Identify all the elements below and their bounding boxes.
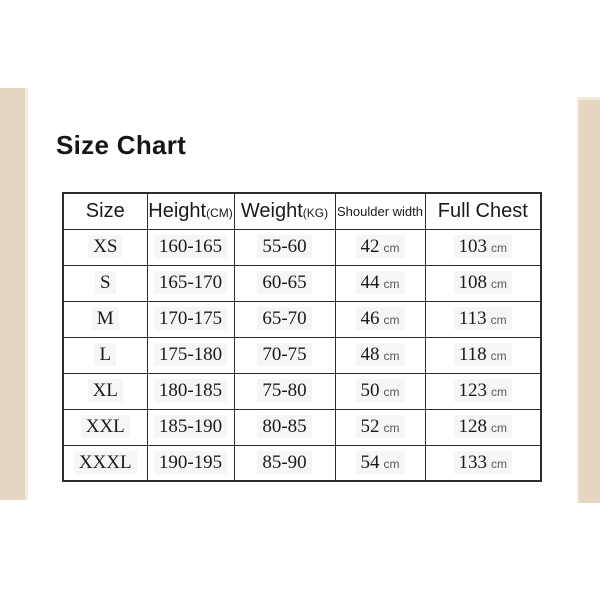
chest-value: 128 bbox=[458, 416, 488, 437]
unit-label: cm bbox=[491, 456, 507, 471]
cell-height: 165-170 bbox=[146, 264, 235, 302]
cell-weight: 80-85 bbox=[233, 408, 336, 446]
cell-chest: 113 cm bbox=[424, 300, 542, 338]
table-row: XXL 185-190 80-85 52 cm 128 cm bbox=[62, 408, 542, 446]
cell-chest: 128 cm bbox=[424, 408, 542, 446]
cell-shoulder: 42 cm bbox=[334, 228, 426, 266]
cell-chest: 133 cm bbox=[424, 444, 542, 482]
chest-value: 133 bbox=[458, 451, 488, 473]
cell-size: S bbox=[62, 264, 148, 302]
header-weight: Weight(KG) bbox=[233, 192, 336, 230]
shoulder-value: 52 bbox=[360, 416, 380, 437]
unit-label: cm bbox=[491, 385, 507, 399]
chest-value: 113 bbox=[458, 308, 487, 329]
shoulder-value: 46 bbox=[360, 308, 380, 329]
cell-shoulder: 50 cm bbox=[334, 372, 426, 410]
cell-chest: 123 cm bbox=[424, 372, 542, 410]
unit-label: cm bbox=[383, 277, 400, 291]
unit-label: cm bbox=[383, 313, 400, 327]
unit-label: cm bbox=[383, 241, 400, 255]
shoulder-value: 50 bbox=[360, 380, 380, 401]
unit-label: cm bbox=[383, 385, 400, 399]
header-size-label: Size bbox=[85, 199, 125, 222]
cell-height: 170-175 bbox=[146, 300, 235, 338]
header-full-chest-label: Full Chest bbox=[437, 199, 528, 222]
cell-weight: 70-75 bbox=[233, 336, 336, 374]
left-decor-panel bbox=[0, 88, 28, 500]
cell-shoulder: 48 cm bbox=[334, 336, 426, 374]
header-height-unit: (CM) bbox=[206, 205, 233, 220]
table-header-row: Size Height(CM) Weight(KG) Shoulder widt… bbox=[62, 192, 542, 230]
unit-label: cm bbox=[491, 241, 507, 255]
cell-weight: 65-70 bbox=[233, 300, 336, 338]
table-row: XL 180-185 75-80 50 cm 123 cm bbox=[62, 372, 542, 410]
cell-size: XXXL bbox=[62, 444, 148, 482]
cell-shoulder: 44 cm bbox=[334, 264, 426, 302]
cell-weight: 60-65 bbox=[233, 264, 336, 302]
chest-value: 118 bbox=[458, 344, 487, 365]
unit-label: cm bbox=[491, 421, 507, 435]
cell-shoulder: 46 cm bbox=[334, 300, 426, 338]
header-weight-label: Weight bbox=[240, 199, 303, 222]
header-height: Height(CM) bbox=[146, 192, 235, 230]
cell-height: 185-190 bbox=[146, 408, 235, 446]
table-row: XS 160-165 55-60 42 cm 103 cm bbox=[62, 228, 542, 266]
cell-shoulder: 52 cm bbox=[334, 408, 426, 446]
unit-label: cm bbox=[490, 313, 507, 327]
cell-weight: 85-90 bbox=[233, 444, 336, 482]
unit-label: cm bbox=[491, 277, 507, 291]
table-row: S 165-170 60-65 44 cm 108 cm bbox=[62, 264, 542, 302]
cell-height: 175-180 bbox=[146, 336, 235, 374]
cell-size: L bbox=[62, 336, 148, 374]
cell-chest: 108 cm bbox=[424, 264, 542, 302]
cell-chest: 103 cm bbox=[424, 228, 542, 266]
unit-label: cm bbox=[383, 456, 400, 471]
cell-height: 160-165 bbox=[146, 228, 235, 266]
table-row: L 175-180 70-75 48 cm 118 cm bbox=[62, 336, 542, 374]
header-size: Size bbox=[62, 192, 148, 230]
cell-size: XXL bbox=[62, 408, 148, 446]
unit-label: cm bbox=[383, 349, 400, 363]
chest-value: 108 bbox=[458, 272, 488, 293]
shoulder-value: 44 bbox=[360, 272, 380, 293]
header-height-label: Height bbox=[148, 199, 207, 222]
unit-label: cm bbox=[383, 421, 400, 435]
cell-size: XL bbox=[62, 372, 148, 410]
chest-value: 103 bbox=[458, 236, 488, 257]
table-row: XXXL 190-195 85-90 54 cm 133 cm bbox=[62, 444, 542, 482]
size-chart-table: Size Height(CM) Weight(KG) Shoulder widt… bbox=[62, 192, 542, 482]
cell-chest: 118 cm bbox=[424, 336, 542, 374]
header-shoulder-width: Shoulder width bbox=[334, 192, 426, 230]
shoulder-value: 48 bbox=[360, 344, 380, 365]
shoulder-value: 54 bbox=[360, 451, 380, 473]
header-shoulder-width-label: Shoulder width bbox=[337, 203, 423, 219]
table-row: M 170-175 65-70 46 cm 113 cm bbox=[62, 300, 542, 338]
chest-value: 123 bbox=[458, 380, 488, 401]
cell-weight: 55-60 bbox=[233, 228, 336, 266]
cell-height: 190-195 bbox=[146, 444, 235, 482]
cell-weight: 75-80 bbox=[233, 372, 336, 410]
cell-shoulder: 54 cm bbox=[334, 444, 426, 482]
right-decor-panel bbox=[577, 97, 600, 503]
cell-size: XS bbox=[62, 228, 148, 266]
cell-size: M bbox=[62, 300, 148, 338]
unit-label: cm bbox=[490, 349, 507, 363]
cell-height: 180-185 bbox=[146, 372, 235, 410]
header-weight-unit: (KG) bbox=[302, 205, 329, 220]
shoulder-value: 42 bbox=[360, 236, 380, 257]
header-full-chest: Full Chest bbox=[424, 192, 542, 230]
page-title: Size Chart bbox=[56, 130, 187, 160]
